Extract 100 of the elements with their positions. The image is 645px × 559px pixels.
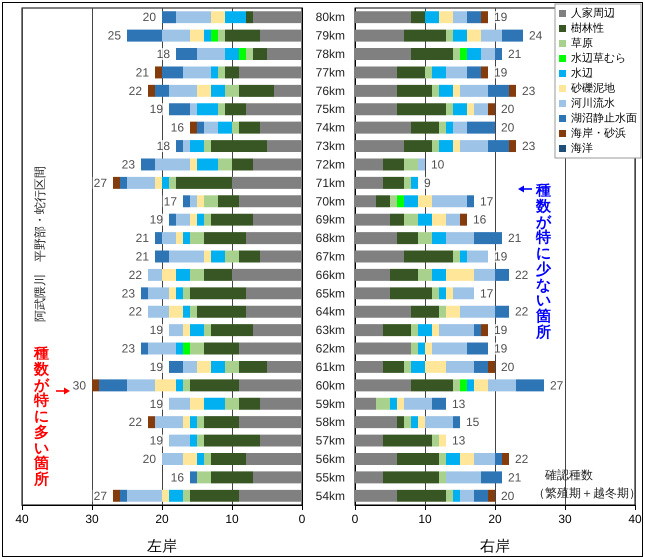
total-label: 19 [494,323,508,338]
bar [446,360,474,373]
bar [239,84,274,97]
y-tick-label: 63km [316,323,346,338]
total-label: 22 [515,452,529,466]
bar [225,48,239,60]
bar [425,416,453,428]
bar [439,324,474,336]
total-label: 16 [170,470,184,484]
bar [127,30,162,42]
bar [439,287,446,300]
x-tick-label: 20 [488,512,502,526]
bar [267,48,302,60]
bar [197,103,218,116]
bar [120,490,127,502]
total-label: 15 [466,415,480,430]
bar [474,232,502,244]
bar [211,140,267,152]
x-tick-label: 30 [558,512,572,526]
legend-label: 草原 [571,36,593,50]
bar [509,84,516,97]
bar [204,324,211,336]
total-label: 18 [156,139,170,154]
bar [190,398,204,410]
bar [397,84,432,97]
bar [481,48,495,60]
bar [355,11,411,24]
y-tick-label: 80km [316,10,346,24]
bar [190,30,204,42]
bar [253,11,302,24]
bar [425,360,446,373]
total-label: 17 [480,286,494,300]
bar [148,84,155,97]
bar [239,342,302,355]
bar [211,250,225,262]
bar [232,176,302,189]
bar [183,342,190,355]
bar [218,195,239,208]
bar [495,48,502,60]
bar [453,30,467,42]
bar [453,103,467,116]
bar [155,379,176,392]
bar [183,232,190,244]
total-label: 22 [128,304,142,319]
total-label: 20 [142,10,156,24]
legend-label: 水辺 [571,66,593,80]
bar [190,195,197,208]
bar [176,11,211,24]
y-tick-label: 77km [316,65,346,80]
total-label: 21 [508,231,522,246]
bar [404,176,411,189]
bar [432,66,446,78]
bar [190,287,246,300]
total-label: 19 [494,250,508,264]
bar [148,287,169,300]
total-label: 19 [150,360,164,374]
total-label: 22 [128,268,142,282]
y-tick-label: 75km [316,102,346,116]
bar [169,214,176,226]
bar [239,66,302,78]
bar [246,48,253,60]
bar [355,471,383,484]
total-label: 22 [515,304,529,319]
total-label: 23 [122,157,136,172]
bar [197,158,218,170]
bar [176,176,232,189]
bar [253,48,267,60]
bar [246,453,302,465]
bar [225,66,239,78]
bar [204,195,218,208]
bar [460,453,474,465]
bar [411,306,439,318]
y-tick-label: 79km [316,28,346,43]
bar [446,66,467,78]
y-tick-label: 64km [316,304,346,319]
bar [92,379,99,392]
bar [432,342,467,355]
bar [260,434,302,447]
bar [439,306,446,318]
bar [404,398,432,410]
bar [99,379,127,392]
bar [460,379,467,392]
bar [397,453,439,465]
bar [239,490,302,502]
bar [418,195,432,208]
x-tick-label: 0 [298,512,306,526]
bar [439,84,453,97]
bar [432,324,439,336]
bar [390,214,404,226]
bar [141,342,148,355]
bar [169,490,183,502]
bar [383,471,439,484]
legend-label: 砂礫泥地 [570,82,615,94]
bar [169,434,190,447]
y-tick-label: 69km [316,212,346,227]
bar [488,103,495,116]
bar [204,30,211,42]
bar [155,66,162,78]
bar [162,490,169,502]
legend-label: 河川流水 [571,96,615,110]
